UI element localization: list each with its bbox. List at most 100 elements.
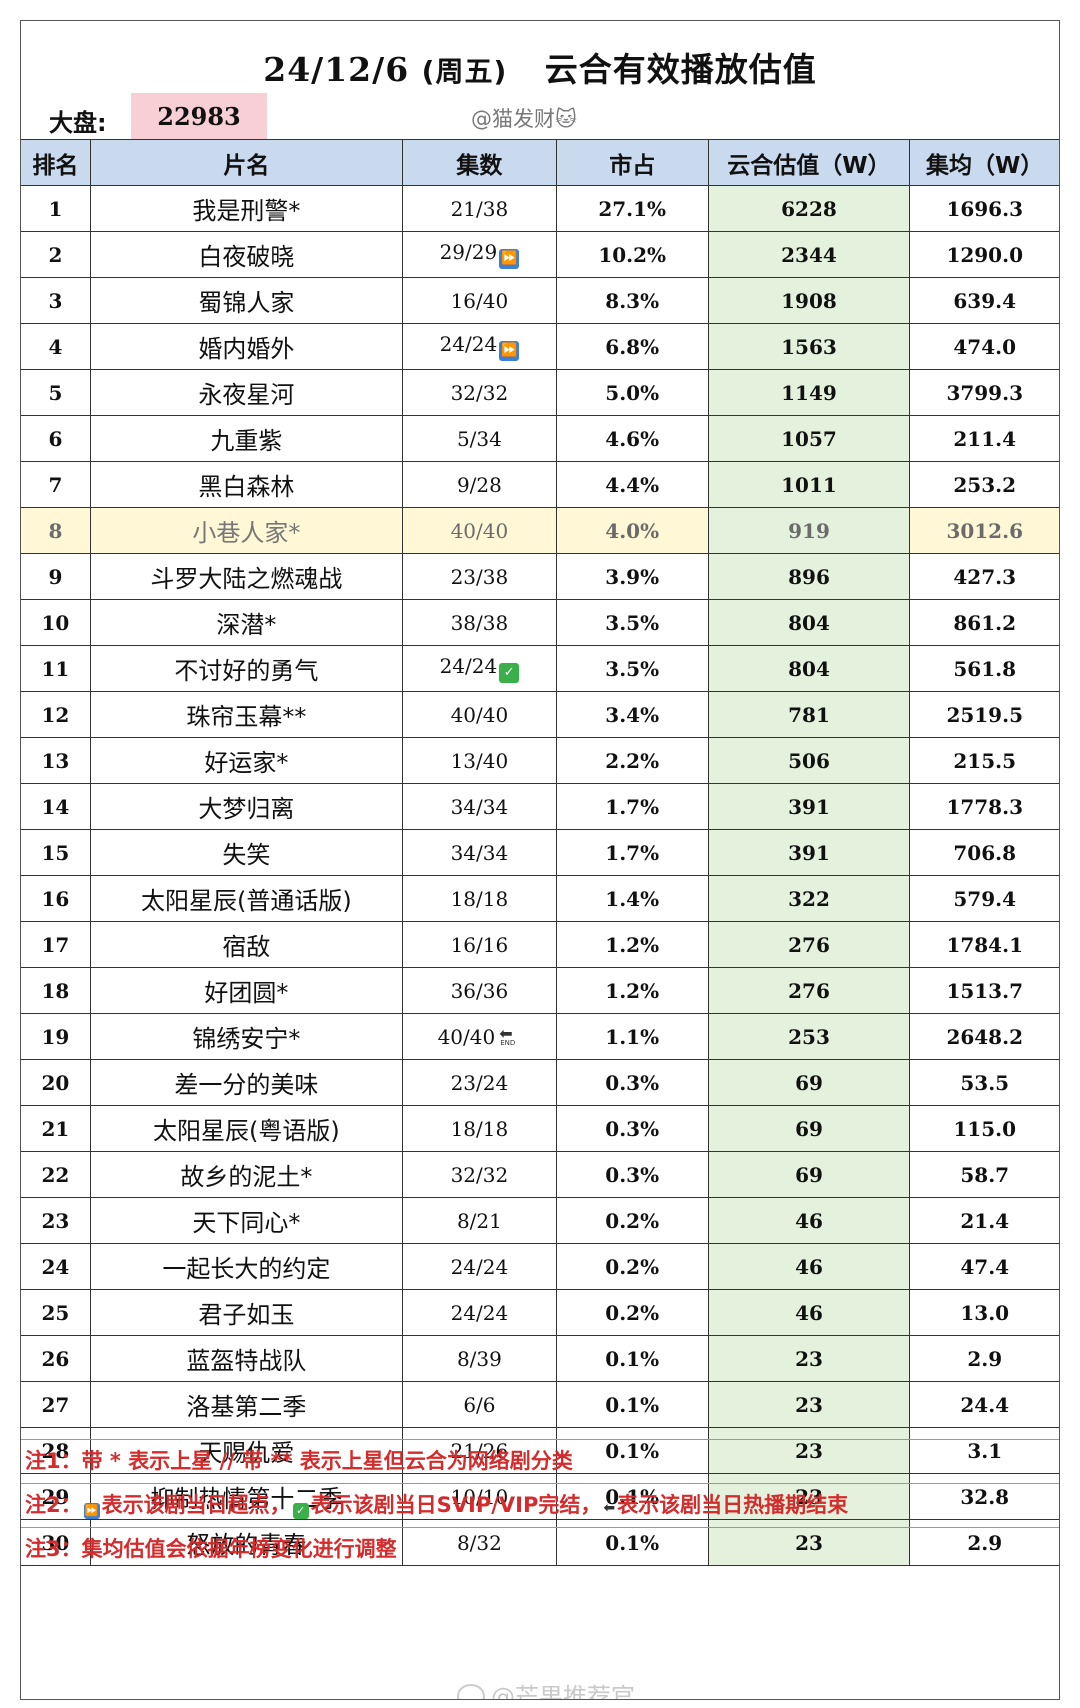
value-cell-text: 919: [788, 518, 830, 543]
note-2: 注2： ⏩ 表示该剧当日超点， ✓ 表示该剧当日SVIP/VIP完结， ⬅表示该剧当日热播…: [21, 1483, 1059, 1527]
share-cell-text: 0.1%: [605, 1392, 660, 1417]
fast-forward-icon: ⏩: [499, 341, 520, 361]
episodes-cell: 10/10: [401, 1473, 557, 1520]
table-row: 5 永夜星河 32/32 5.0% 1149 3799.3: [21, 369, 1059, 416]
value-cell-text: 6228: [781, 196, 837, 221]
average-cell-text: 53.5: [960, 1070, 1010, 1095]
title-cell-text: 天下同心*: [192, 1209, 301, 1237]
ranking-sheet: 24/12/6 (周五) 云合有效播放估值 大盘: 22983 @猫发财🐱 排名…: [20, 20, 1060, 1700]
value-cell: 23: [707, 1427, 911, 1474]
share-cell: 27.1%: [555, 185, 709, 232]
episodes-cell: 18/18: [401, 1105, 557, 1152]
title-cell-text: 差一分的美味: [174, 1071, 319, 1099]
table-row: 14 大梦归离 34/34 1.7% 391 1778.3: [21, 783, 1059, 830]
title-cell-text: 锦绣安宁*: [192, 1025, 301, 1053]
title-text: 云合有效播放估值: [544, 50, 817, 89]
share-cell-text: 1.4%: [605, 886, 660, 911]
share-cell: 0.1%: [555, 1335, 709, 1382]
check-icon: ✓: [499, 663, 520, 683]
title-cell-text: 白夜破晓: [198, 243, 295, 271]
episodes-cell: 38/38: [401, 599, 557, 646]
title-cell: 九重紫: [89, 415, 403, 462]
title-cell: 好运家*: [89, 737, 403, 784]
share-cell-text: 5.0%: [605, 380, 660, 405]
share-cell: 1.1%: [555, 1013, 709, 1060]
rank-cell: 9: [21, 553, 91, 600]
average-cell-text: 1696.3: [946, 196, 1023, 221]
value-cell-text: 322: [788, 886, 830, 911]
rank-cell-text: 9: [48, 564, 63, 589]
episodes-cell-text: 40/40: [450, 702, 509, 727]
table-row: 11 不讨好的勇气 24/24 ✓ 3.5% 804 561.8: [21, 645, 1059, 692]
title-cell: 故乡的泥土*: [89, 1151, 403, 1198]
rank-cell: 26: [21, 1335, 91, 1382]
average-cell-text: 24.4: [960, 1392, 1010, 1417]
share-cell: 1.2%: [555, 921, 709, 968]
share-cell: 0.2%: [555, 1289, 709, 1336]
episodes-cell-text: 24/24: [450, 1300, 509, 1325]
value-cell-text: 781: [788, 702, 830, 727]
value-cell: 1563: [707, 323, 911, 370]
value-cell: 391: [707, 829, 911, 876]
share-cell: 8.3%: [555, 277, 709, 324]
episodes-cell: 5/34: [401, 415, 557, 462]
share-cell-text: 6.8%: [605, 334, 660, 359]
title-cell: 怒放的青春: [89, 1519, 403, 1566]
share-cell: 1.7%: [555, 783, 709, 830]
episodes-cell-text: 24/24: [439, 332, 498, 356]
table-row: 22 故乡的泥土* 32/32 0.3% 69 58.7: [21, 1151, 1059, 1198]
notes: 注1：带 * 表示上星 // 带 ** 表示上星但云合为网络剧分类 注2： ⏩ 表示…: [21, 1439, 1059, 1571]
episodes-cell: 16/40: [401, 277, 557, 324]
share-cell: 3.5%: [555, 645, 709, 692]
title-cell-text: 黑白森林: [198, 473, 295, 501]
episodes-cell-text: 34/34: [450, 794, 509, 819]
share-cell-text: 0.1%: [605, 1484, 660, 1509]
value-cell: 69: [707, 1059, 911, 1106]
average-cell: 21.4: [909, 1197, 1059, 1244]
share-cell-text: 0.2%: [605, 1300, 660, 1325]
title-cell-text: 九重紫: [210, 427, 283, 455]
episodes-cell-text: 40/40: [437, 1024, 496, 1049]
average-cell: 861.2: [909, 599, 1059, 646]
value-cell: 253: [707, 1013, 911, 1060]
value-cell-text: 23: [795, 1438, 823, 1463]
average-cell: 561.8: [909, 645, 1059, 692]
rank-cell: 8: [21, 507, 91, 554]
table-row: 8 小巷人家* 40/40 4.0% 919 3012.6: [21, 507, 1059, 554]
share-cell-text: 0.2%: [605, 1254, 660, 1279]
title-cell: 太阳星辰(普通话版): [89, 875, 403, 922]
value-cell: 276: [707, 921, 911, 968]
episodes-cell-text: 34/34: [450, 840, 509, 865]
title-cell: 大梦归离: [89, 783, 403, 830]
value-cell: 896: [707, 553, 911, 600]
rank-cell: 15: [21, 829, 91, 876]
table-row: 24 一起长大的约定 24/24 0.2% 46 47.4: [21, 1243, 1059, 1290]
col-average: 集均（W）: [909, 139, 1059, 186]
rank-cell-text: 10: [41, 610, 70, 635]
rank-cell: 22: [21, 1151, 91, 1198]
share-cell: 5.0%: [555, 369, 709, 416]
value-cell-text: 23: [795, 1484, 823, 1509]
value-cell-text: 804: [788, 610, 830, 635]
value-cell-text: 253: [788, 1024, 830, 1049]
title-cell-text: 洛基第二季: [186, 1393, 307, 1421]
share-cell: 3.5%: [555, 599, 709, 646]
watermark: @芒果推荐官: [457, 1677, 635, 1699]
value-cell-text: 2344: [781, 242, 837, 267]
rank-cell: 16: [21, 875, 91, 922]
average-cell-text: 1784.1: [946, 932, 1023, 957]
average-cell-text: 474.0: [953, 334, 1017, 359]
rank-cell-text: 8: [48, 518, 63, 543]
average-cell: 211.4: [909, 415, 1059, 462]
value-cell-text: 23: [795, 1346, 823, 1371]
table-row: 10 深潜* 38/38 3.5% 804 861.2: [21, 599, 1059, 646]
title-cell: 天下同心*: [89, 1197, 403, 1244]
rank-cell-text: 20: [41, 1070, 70, 1095]
note-2-a: 表示该剧当日超点，: [101, 1493, 291, 1517]
value-cell-text: 804: [788, 656, 830, 681]
share-cell: 0.2%: [555, 1243, 709, 1290]
share-cell: 3.4%: [555, 691, 709, 738]
share-cell-text: 1.1%: [605, 1024, 660, 1049]
share-cell-text: 3.5%: [605, 656, 660, 681]
value-cell: 506: [707, 737, 911, 784]
